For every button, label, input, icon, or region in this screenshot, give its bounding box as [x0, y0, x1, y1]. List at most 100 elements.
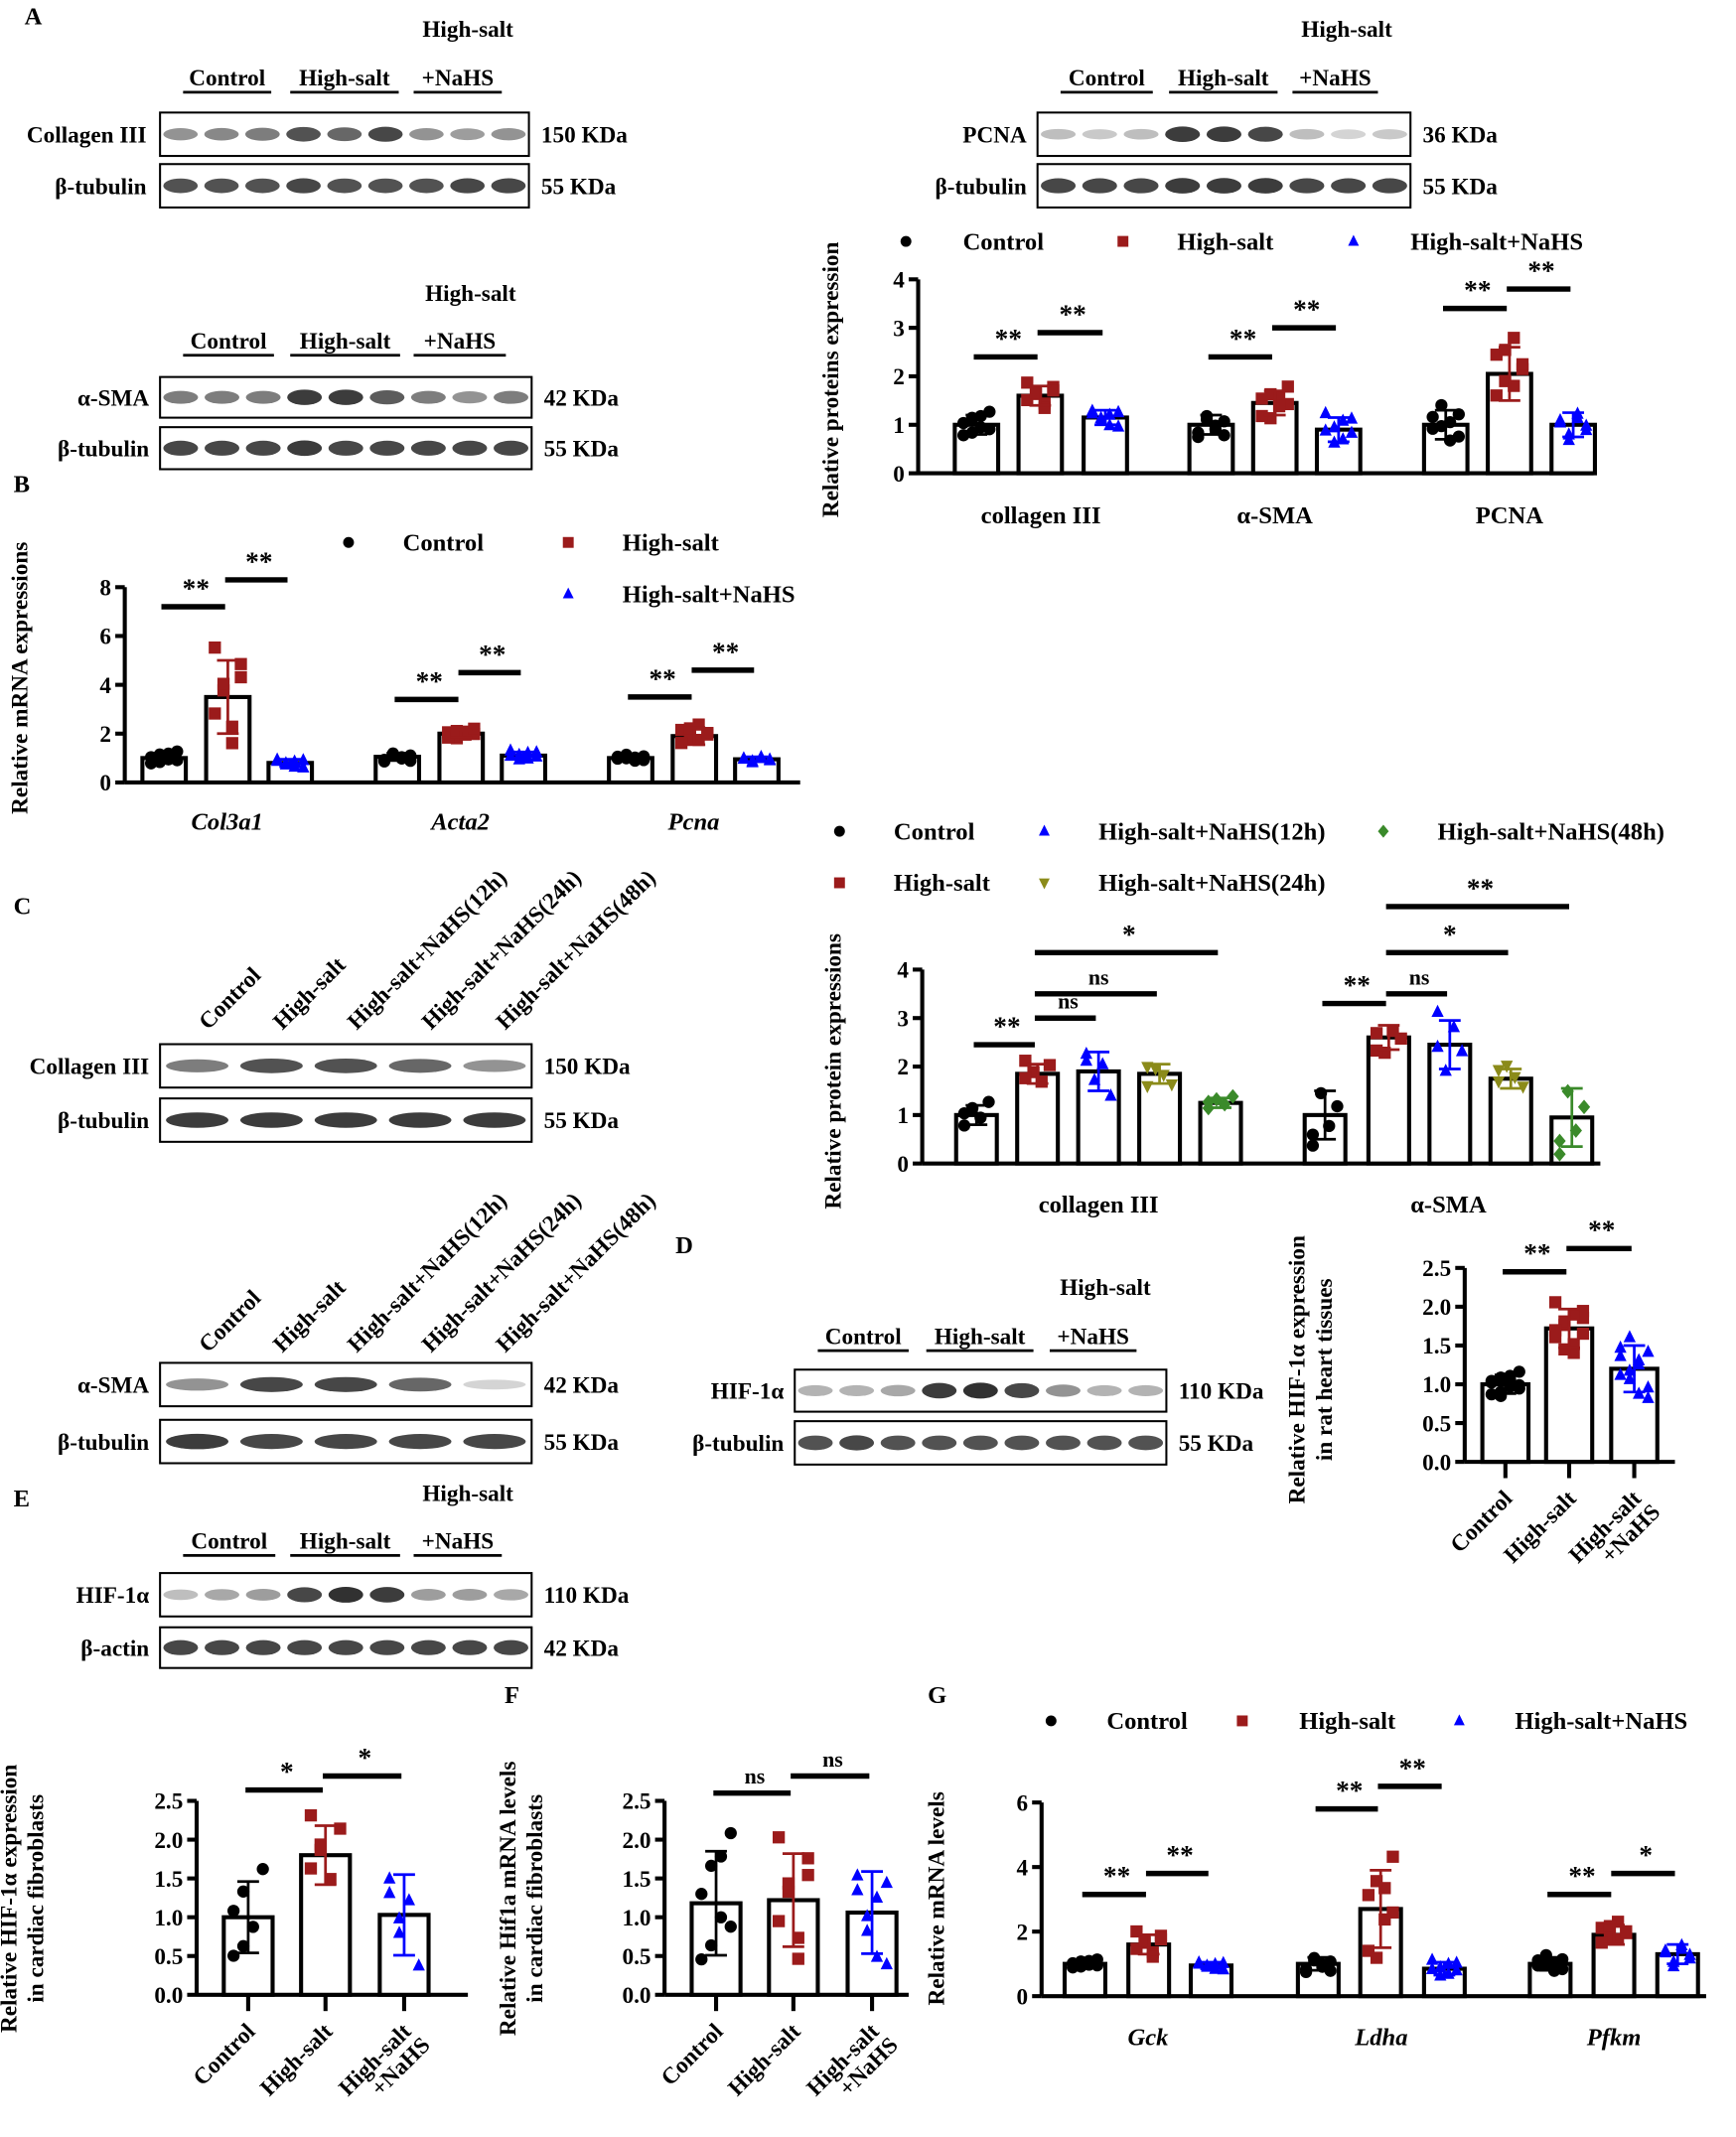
protein-band [410, 1589, 446, 1601]
protein-band [239, 1376, 303, 1392]
protein-band [388, 1434, 452, 1450]
significance-label: ** [1293, 295, 1320, 325]
significance-label: ns [1409, 965, 1430, 989]
protein-band [797, 1435, 833, 1451]
protein-band [839, 1384, 875, 1396]
data-point [1623, 1371, 1637, 1384]
data-point [1567, 1347, 1580, 1359]
protein-band [369, 1587, 405, 1603]
data-point [1548, 1324, 1562, 1337]
data-point [1217, 1955, 1230, 1968]
protein-band [463, 1379, 526, 1390]
y-axis-title: Relative mRNA levels [924, 1791, 949, 2005]
protein-band [1289, 178, 1325, 194]
data-point [1531, 1959, 1544, 1972]
data-point [1485, 1374, 1499, 1387]
data-point [1548, 1296, 1562, 1309]
data-point [1104, 1088, 1117, 1101]
significance-label: ** [1527, 256, 1554, 286]
protein-band [314, 1058, 377, 1073]
data-point [227, 1949, 240, 1962]
protein-band [287, 389, 323, 405]
data-point [1577, 1099, 1591, 1115]
protein-band [205, 1639, 239, 1655]
blot-row-label: α-SMA [77, 1372, 149, 1398]
data-point [674, 737, 688, 750]
blot-header: High-salt [422, 1482, 513, 1507]
protein-band [494, 1639, 528, 1655]
protein-band [1165, 178, 1201, 194]
panel-label-B: B [14, 472, 30, 499]
molecular-weight-label: 42 KDa [544, 1372, 620, 1398]
protein-band [245, 440, 281, 456]
y-tick-label: 3 [893, 316, 905, 342]
data-point [782, 1877, 796, 1890]
data-point [957, 1119, 971, 1132]
data-point [1218, 429, 1230, 442]
data-point [1111, 419, 1125, 432]
data-point [225, 737, 238, 750]
blot-row-label: Collagen III [27, 122, 147, 148]
protein-band [450, 178, 486, 194]
legend-label: High-salt+NaHS [1515, 1708, 1687, 1735]
significance-label: ** [1568, 1861, 1595, 1891]
protein-band [239, 1434, 303, 1450]
x-tick-label: High-salt [723, 2019, 805, 2101]
significance-label: ** [1523, 1238, 1550, 1268]
data-point [851, 1868, 864, 1881]
data-point [1567, 1308, 1580, 1321]
blot-row-label: PCNA [962, 122, 1027, 148]
data-point [880, 1956, 893, 1970]
x-category-label: PCNA [1476, 502, 1544, 529]
molecular-weight-label: 42 KDa [544, 1636, 620, 1661]
significance-label: ns [1088, 965, 1109, 989]
data-point [714, 1911, 728, 1923]
data-point [1623, 1330, 1637, 1343]
data-point [861, 1923, 874, 1936]
legend-marker [833, 825, 845, 837]
protein-band [410, 440, 446, 456]
significance-label: * [1122, 920, 1136, 949]
molecular-weight-label: 110 KDa [544, 1583, 630, 1609]
protein-band [286, 178, 321, 194]
legend-label: High-salt+NaHS(12h) [1098, 818, 1325, 845]
protein-band [204, 127, 239, 141]
protein-band [388, 1112, 452, 1128]
data-point [637, 754, 651, 767]
protein-band [1046, 1435, 1081, 1451]
significance-label: ** [1103, 1861, 1130, 1891]
protein-band [369, 389, 405, 405]
y-axis-title: Relative Hif1a mRNA levels [496, 1762, 521, 2036]
y-tick-label: 1 [893, 413, 905, 439]
data-point [956, 416, 970, 430]
y-axis-title: in cardiac fibroblasts [522, 1794, 548, 2003]
data-point [772, 1831, 786, 1844]
y-tick-label: 2.0 [1422, 1295, 1451, 1321]
y-axis-title: in rat heart tissues [1312, 1278, 1338, 1461]
significance-label: ** [649, 663, 675, 693]
significance-label: * [1443, 920, 1457, 949]
protein-band [328, 389, 363, 405]
x-category-label: α-SMA [1410, 1192, 1487, 1218]
y-tick-label: 2.5 [622, 1789, 651, 1815]
y-tick-label: 0.5 [154, 1944, 183, 1970]
y-tick-label: 1.5 [1422, 1334, 1451, 1359]
molecular-weight-label: 36 KDa [1423, 122, 1499, 148]
significance-label: ** [183, 573, 210, 603]
lane-group-label: Control [189, 66, 265, 91]
significance-label: ** [1166, 1840, 1193, 1870]
data-point [1080, 1046, 1092, 1060]
protein-band [328, 440, 363, 456]
protein-band [163, 390, 199, 404]
y-tick-label: 2.5 [1422, 1256, 1451, 1282]
legend-label: High-salt [894, 870, 991, 897]
data-point [1614, 1349, 1627, 1361]
lane-label: Control [194, 1285, 266, 1357]
blot-header: High-salt [1060, 1275, 1151, 1301]
data-point [695, 1888, 708, 1901]
protein-band [163, 1589, 199, 1601]
data-point [1558, 1315, 1571, 1328]
legend-marker [1039, 878, 1050, 890]
panel-label-C: C [14, 893, 32, 920]
